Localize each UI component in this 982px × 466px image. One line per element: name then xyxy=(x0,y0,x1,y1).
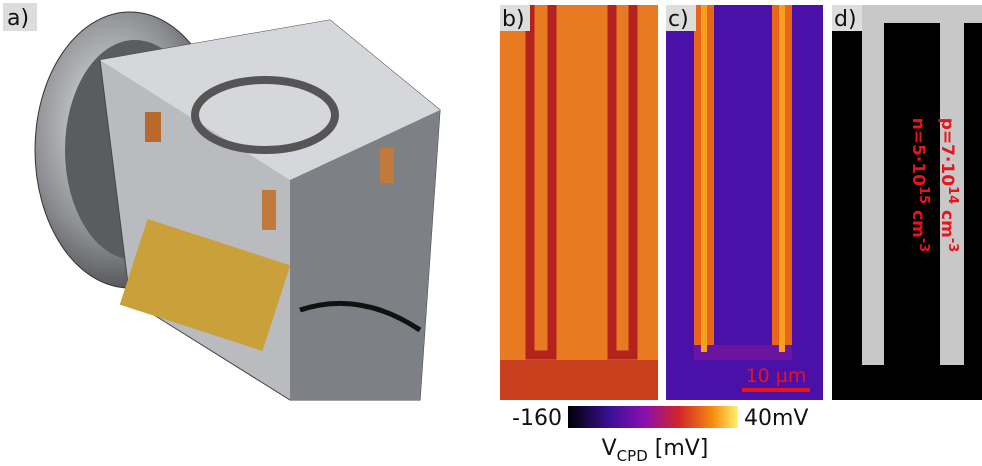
colorbar-max: 40mV xyxy=(744,406,808,431)
text: -3 xyxy=(916,238,931,252)
figure: a) b) 10 µm c) d) n=5·1015 cm-3 p=7·1014… xyxy=(0,0,982,466)
n-doping: n=5·1015 cm-3 xyxy=(908,118,931,253)
panel-label: d) xyxy=(834,7,857,32)
text: V xyxy=(602,436,617,461)
kpfm-map xyxy=(500,5,658,400)
p-doping: p=7·1014 cm-3 xyxy=(937,118,960,253)
panel-label: c) xyxy=(668,7,689,32)
colorbar-label: VCPD [mV] xyxy=(602,436,709,465)
scale-bar-label: 10 µm xyxy=(746,365,807,387)
text: p=7·10 xyxy=(937,118,957,187)
text: 15 xyxy=(916,186,931,204)
text: n=5·10 xyxy=(908,118,928,186)
photo xyxy=(35,12,440,400)
colorbar xyxy=(568,406,738,428)
colorbar-min: -160 xyxy=(512,406,562,431)
kpfm-map xyxy=(666,5,823,400)
text: cm xyxy=(908,204,928,238)
text: -3 xyxy=(945,238,960,252)
panel-label: b) xyxy=(502,7,525,32)
text: 14 xyxy=(945,186,960,204)
text: [mV] xyxy=(648,436,709,461)
text: CPD xyxy=(617,447,648,465)
text: cm xyxy=(937,204,957,238)
panel-label: a) xyxy=(7,6,29,31)
